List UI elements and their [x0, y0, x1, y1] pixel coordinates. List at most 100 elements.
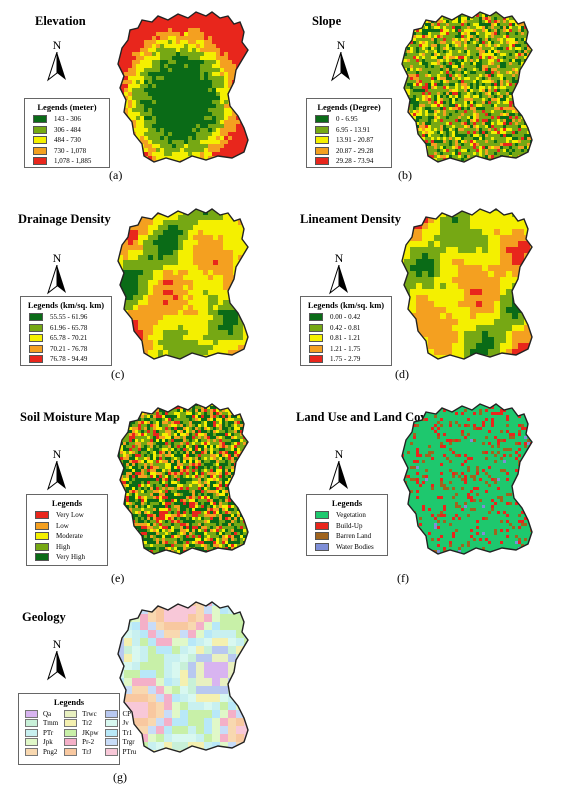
legend-item-label: 6.95 - 13.91: [336, 125, 370, 134]
legend-item: Low: [27, 521, 107, 532]
legend-item-label: 1.21 - 1.75: [330, 344, 361, 353]
north-arrow-icon: N: [45, 637, 69, 681]
legend-item-label: 65.78 - 70.21: [50, 334, 88, 343]
legend-item: Png2: [25, 747, 58, 757]
drainage-density-map: [117, 208, 249, 360]
panel-label-d: (d): [395, 367, 409, 381]
legend-title: Legends (Degree): [317, 102, 381, 112]
panel-title-elevation: Elevation: [35, 14, 86, 28]
panel-title-slope: Slope: [312, 14, 342, 28]
legend-item-label: CP: [122, 709, 132, 718]
legend-swatch: [25, 719, 38, 728]
legend-item: 20.87 - 29.28: [307, 146, 391, 157]
elevation-map: [117, 11, 249, 163]
legend-item-label: 306 - 484: [54, 125, 81, 134]
legend-item: 29.28 - 73.94: [307, 156, 391, 167]
legend-swatch: [315, 146, 329, 155]
legend-item: 0.00 - 0.42: [301, 312, 391, 323]
legend-swatch: [35, 511, 49, 520]
legend-swatch: [33, 146, 47, 155]
north-arrow-icon: N: [327, 447, 351, 491]
legend-swatch: [35, 542, 49, 551]
legend-swatch: [315, 157, 329, 166]
legend-swatch: [315, 521, 329, 530]
legend-item: 76.78 - 94.49: [21, 354, 111, 365]
panel-title-soil-moisture: Soil Moisture Map: [20, 410, 120, 424]
legend-item: Vegetation: [307, 510, 387, 521]
legend-item: Very Low: [27, 510, 107, 521]
legend-item-label: 1.75 - 2.79: [330, 355, 361, 364]
legend-item-label: Trwc: [82, 709, 97, 718]
legend-item: PTr: [25, 728, 58, 738]
legend-item: 0.42 - 0.81: [301, 323, 391, 334]
legend-item-label: 484 - 730: [54, 136, 81, 145]
legend-swatch: [64, 747, 78, 756]
legend-swatch: [309, 344, 323, 353]
north-arrow-icon: N: [45, 38, 69, 82]
legend-soil-moisture: Legends Very Low Low Moderate High Very High: [26, 494, 108, 566]
legend-item-label: Build-Up: [336, 521, 363, 530]
legend-swatch: [25, 709, 38, 718]
slope-map: [401, 11, 533, 163]
legend-swatch: [104, 738, 118, 747]
legend-swatch: [25, 747, 38, 756]
legend-item: 61.96 - 65.78: [21, 323, 111, 334]
legend-item: 1.21 - 1.75: [301, 344, 391, 355]
legend-item: Tr2: [64, 719, 98, 729]
legend-swatch: [33, 136, 47, 145]
legend-item: Pr-2: [64, 738, 98, 748]
legend-title: Legends: [331, 498, 363, 508]
north-arrow-icon: N: [45, 251, 69, 295]
legend-swatch: [104, 728, 118, 737]
legend-title: Legends: [51, 498, 83, 508]
legend-item: Very High: [27, 552, 107, 563]
geology-map: [117, 601, 249, 753]
legend-item: Build-Up: [307, 521, 387, 532]
legend-swatch: [309, 323, 323, 332]
legend-item-label: 730 - 1,078: [54, 146, 87, 155]
panel-label-f: (f): [397, 571, 409, 585]
legend-title: Legends (km/sq. km): [27, 300, 105, 310]
legend-item-label: 1,078 - 1,885: [54, 157, 92, 166]
legend-item: 0.81 - 1.21: [301, 333, 391, 344]
legend-item: CP: [104, 709, 137, 719]
legend-item-label: 61.96 - 65.78: [50, 323, 88, 332]
legend-item: TrJ: [64, 747, 98, 757]
legend-item-label: High: [56, 542, 70, 551]
legend-drainage: Legends (km/sq. km) 55.55 - 61.96 61.96 - …: [20, 296, 112, 366]
legend-item-label: Low: [56, 521, 69, 530]
panel-title-drainage: Drainage Density: [18, 212, 111, 226]
legend-swatch: [33, 125, 47, 134]
legend-item: 1,078 - 1,885: [25, 156, 109, 167]
legend-item-label: 76.78 - 94.49: [50, 355, 88, 364]
legend-swatch: [315, 532, 329, 541]
legend-item: 13.91 - 20.87: [307, 135, 391, 146]
legend-swatch: [309, 355, 323, 364]
legend-title: Legends (meter): [37, 102, 97, 112]
legend-title: Legends (km/sq. km): [307, 300, 385, 310]
legend-item-label: Tmm: [43, 719, 59, 728]
legend-item: PTru: [104, 747, 136, 757]
legend-title: Legends: [53, 697, 85, 707]
legend-item-label: 0.42 - 0.81: [330, 323, 361, 332]
legend-item-label: Very High: [56, 553, 85, 562]
panel-label-g: (g): [113, 770, 127, 784]
legend-swatch: [104, 719, 118, 728]
legend-item-label: Tr1: [122, 728, 133, 737]
legend-item-label: 0.00 - 0.42: [330, 313, 361, 322]
legend-item-label: 29.28 - 73.94: [336, 157, 374, 166]
legend-item-label: Water Bodies: [336, 542, 374, 551]
legend-item-label: 13.91 - 20.87: [336, 136, 374, 145]
legend-item-label: Png2: [43, 747, 58, 756]
legend-swatch: [33, 115, 47, 124]
legend-land-use: Legends Vegetation Build-Up Barren Land Wate…: [306, 494, 388, 556]
legend-item-label: PTr: [43, 728, 54, 737]
legend-item: 6.95 - 13.91: [307, 125, 391, 136]
soil-moisture-map: [117, 403, 249, 555]
legend-item-label: 55.55 - 61.96: [50, 313, 88, 322]
legend-item-label: 70.21 - 76.78: [50, 344, 88, 353]
legend-item: Moderate: [27, 531, 107, 542]
legend-item: 0 - 6.95: [307, 114, 391, 125]
legend-item-label: 143 - 306: [54, 115, 81, 124]
legend-item-label: Jv: [122, 719, 129, 728]
